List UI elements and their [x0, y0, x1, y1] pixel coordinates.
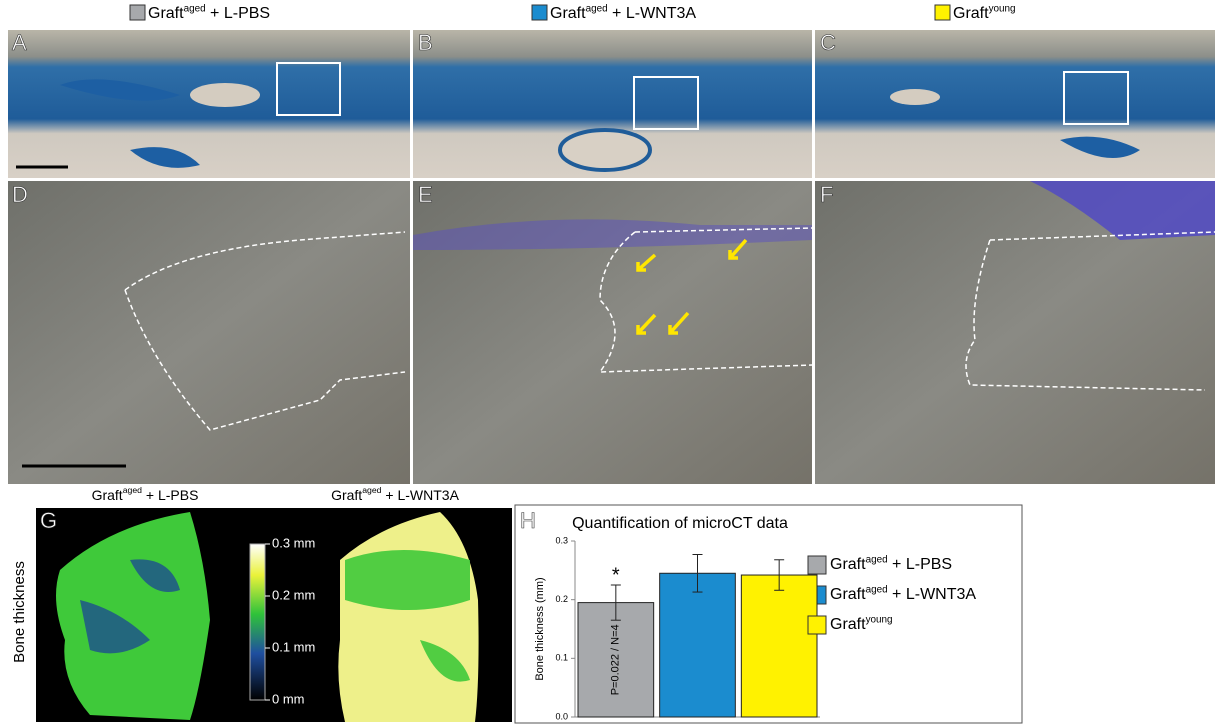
significance-star: *	[612, 564, 620, 586]
legend-swatch	[808, 556, 826, 574]
label: Graftaged + L-WNT3A	[331, 485, 459, 502]
panel-letter: E	[418, 182, 433, 207]
legend-swatch	[532, 5, 547, 20]
label-suffix: + L-PBS	[888, 556, 952, 573]
label-superscript: aged	[586, 3, 608, 14]
y-tick-label: 0.0	[555, 711, 568, 721]
panel-letter: A	[12, 30, 27, 55]
label-name: Graft	[331, 487, 362, 503]
label-name: Graft	[92, 487, 123, 503]
chart-title: Quantification of microCT data	[572, 515, 788, 532]
y-axis-label: Bone thickness (mm)	[534, 577, 546, 680]
bar	[741, 575, 817, 717]
legend-swatch	[935, 5, 950, 20]
label-superscript: young	[989, 3, 1016, 14]
label-name: Graft	[953, 5, 989, 22]
label: Graftaged + L-WNT3A	[550, 3, 696, 22]
label-suffix: + L-WNT3A	[608, 5, 697, 22]
panel-letter: C	[820, 30, 836, 55]
label-superscript: aged	[362, 485, 381, 495]
legend-swatch	[808, 616, 826, 634]
colorbar-tick-label: 0.3 mm	[272, 535, 315, 550]
panel-letter: D	[12, 182, 28, 207]
label-suffix: + L-WNT3A	[382, 487, 460, 503]
label-superscript: young	[866, 614, 893, 625]
label-suffix: + L-WNT3A	[888, 586, 977, 603]
colorbar-tick-label: 0 mm	[272, 691, 305, 706]
panel-letter: F	[820, 182, 833, 207]
side-label: Bone thickness	[11, 561, 28, 663]
panel-images-top	[8, 30, 1215, 178]
label-name: Graft	[830, 586, 866, 603]
label: Graftaged + L-PBS	[830, 554, 952, 573]
panel-images-bottom	[8, 181, 1215, 484]
colorbar-tick-label: 0.2 mm	[272, 587, 315, 602]
panel-letter: H	[520, 508, 536, 533]
panel-letter: B	[418, 30, 433, 55]
colorbar-tick-label: 0.1 mm	[272, 639, 315, 654]
bar	[660, 573, 736, 717]
label-superscript: aged	[866, 584, 888, 595]
label-superscript: aged	[866, 554, 888, 565]
y-tick-label: 0.2	[555, 594, 568, 604]
label-name: Graft	[830, 616, 866, 633]
y-tick-label: 0.3	[555, 535, 568, 545]
label-name: Graft	[148, 5, 184, 22]
label-suffix: + L-PBS	[206, 5, 270, 22]
label-superscript: aged	[184, 3, 206, 14]
y-tick-label: 0.1	[555, 653, 568, 663]
label-name: Graft	[550, 5, 586, 22]
label-superscript: aged	[123, 485, 142, 495]
panel-letter: G	[40, 508, 57, 533]
label-name: Graft	[830, 556, 866, 573]
label: Graftaged + L-PBS	[92, 485, 199, 502]
label: Graftaged + L-PBS	[148, 3, 270, 22]
legend-swatch	[130, 5, 145, 20]
label-suffix: + L-PBS	[142, 487, 198, 503]
figure: Graftaged + L-PBSGraftaged + L-WNT3AGraf…	[0, 0, 1222, 725]
p-value-annotation: P=0.022 / N=4	[610, 624, 622, 695]
label: Graftaged + L-WNT3A	[830, 584, 976, 603]
label: Graftyoung	[953, 3, 1016, 22]
